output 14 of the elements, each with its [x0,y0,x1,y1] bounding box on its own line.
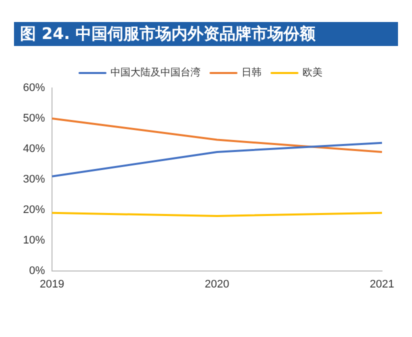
y-tick-label: 10% [22,234,46,246]
x-tick-label: 2020 [204,278,230,290]
y-tick-label: 40% [22,142,46,155]
legend-label: 欧美 [302,66,322,79]
y-tick-label: 30% [22,173,46,186]
legend-label: 中国大陆及中国台湾 [110,66,200,79]
y-tick-label: 60% [22,82,46,94]
y-tick-label: 50% [22,112,46,124]
y-tick-label: 0% [29,264,46,277]
chart-title: 图 24. 中国伺服市场内外资品牌市场份额 [14,22,398,46]
y-tick-label: 20% [22,204,46,216]
legend-label: 日韩 [242,66,262,79]
x-tick-label: 2019 [40,278,64,290]
x-tick-label: 2021 [370,278,394,290]
